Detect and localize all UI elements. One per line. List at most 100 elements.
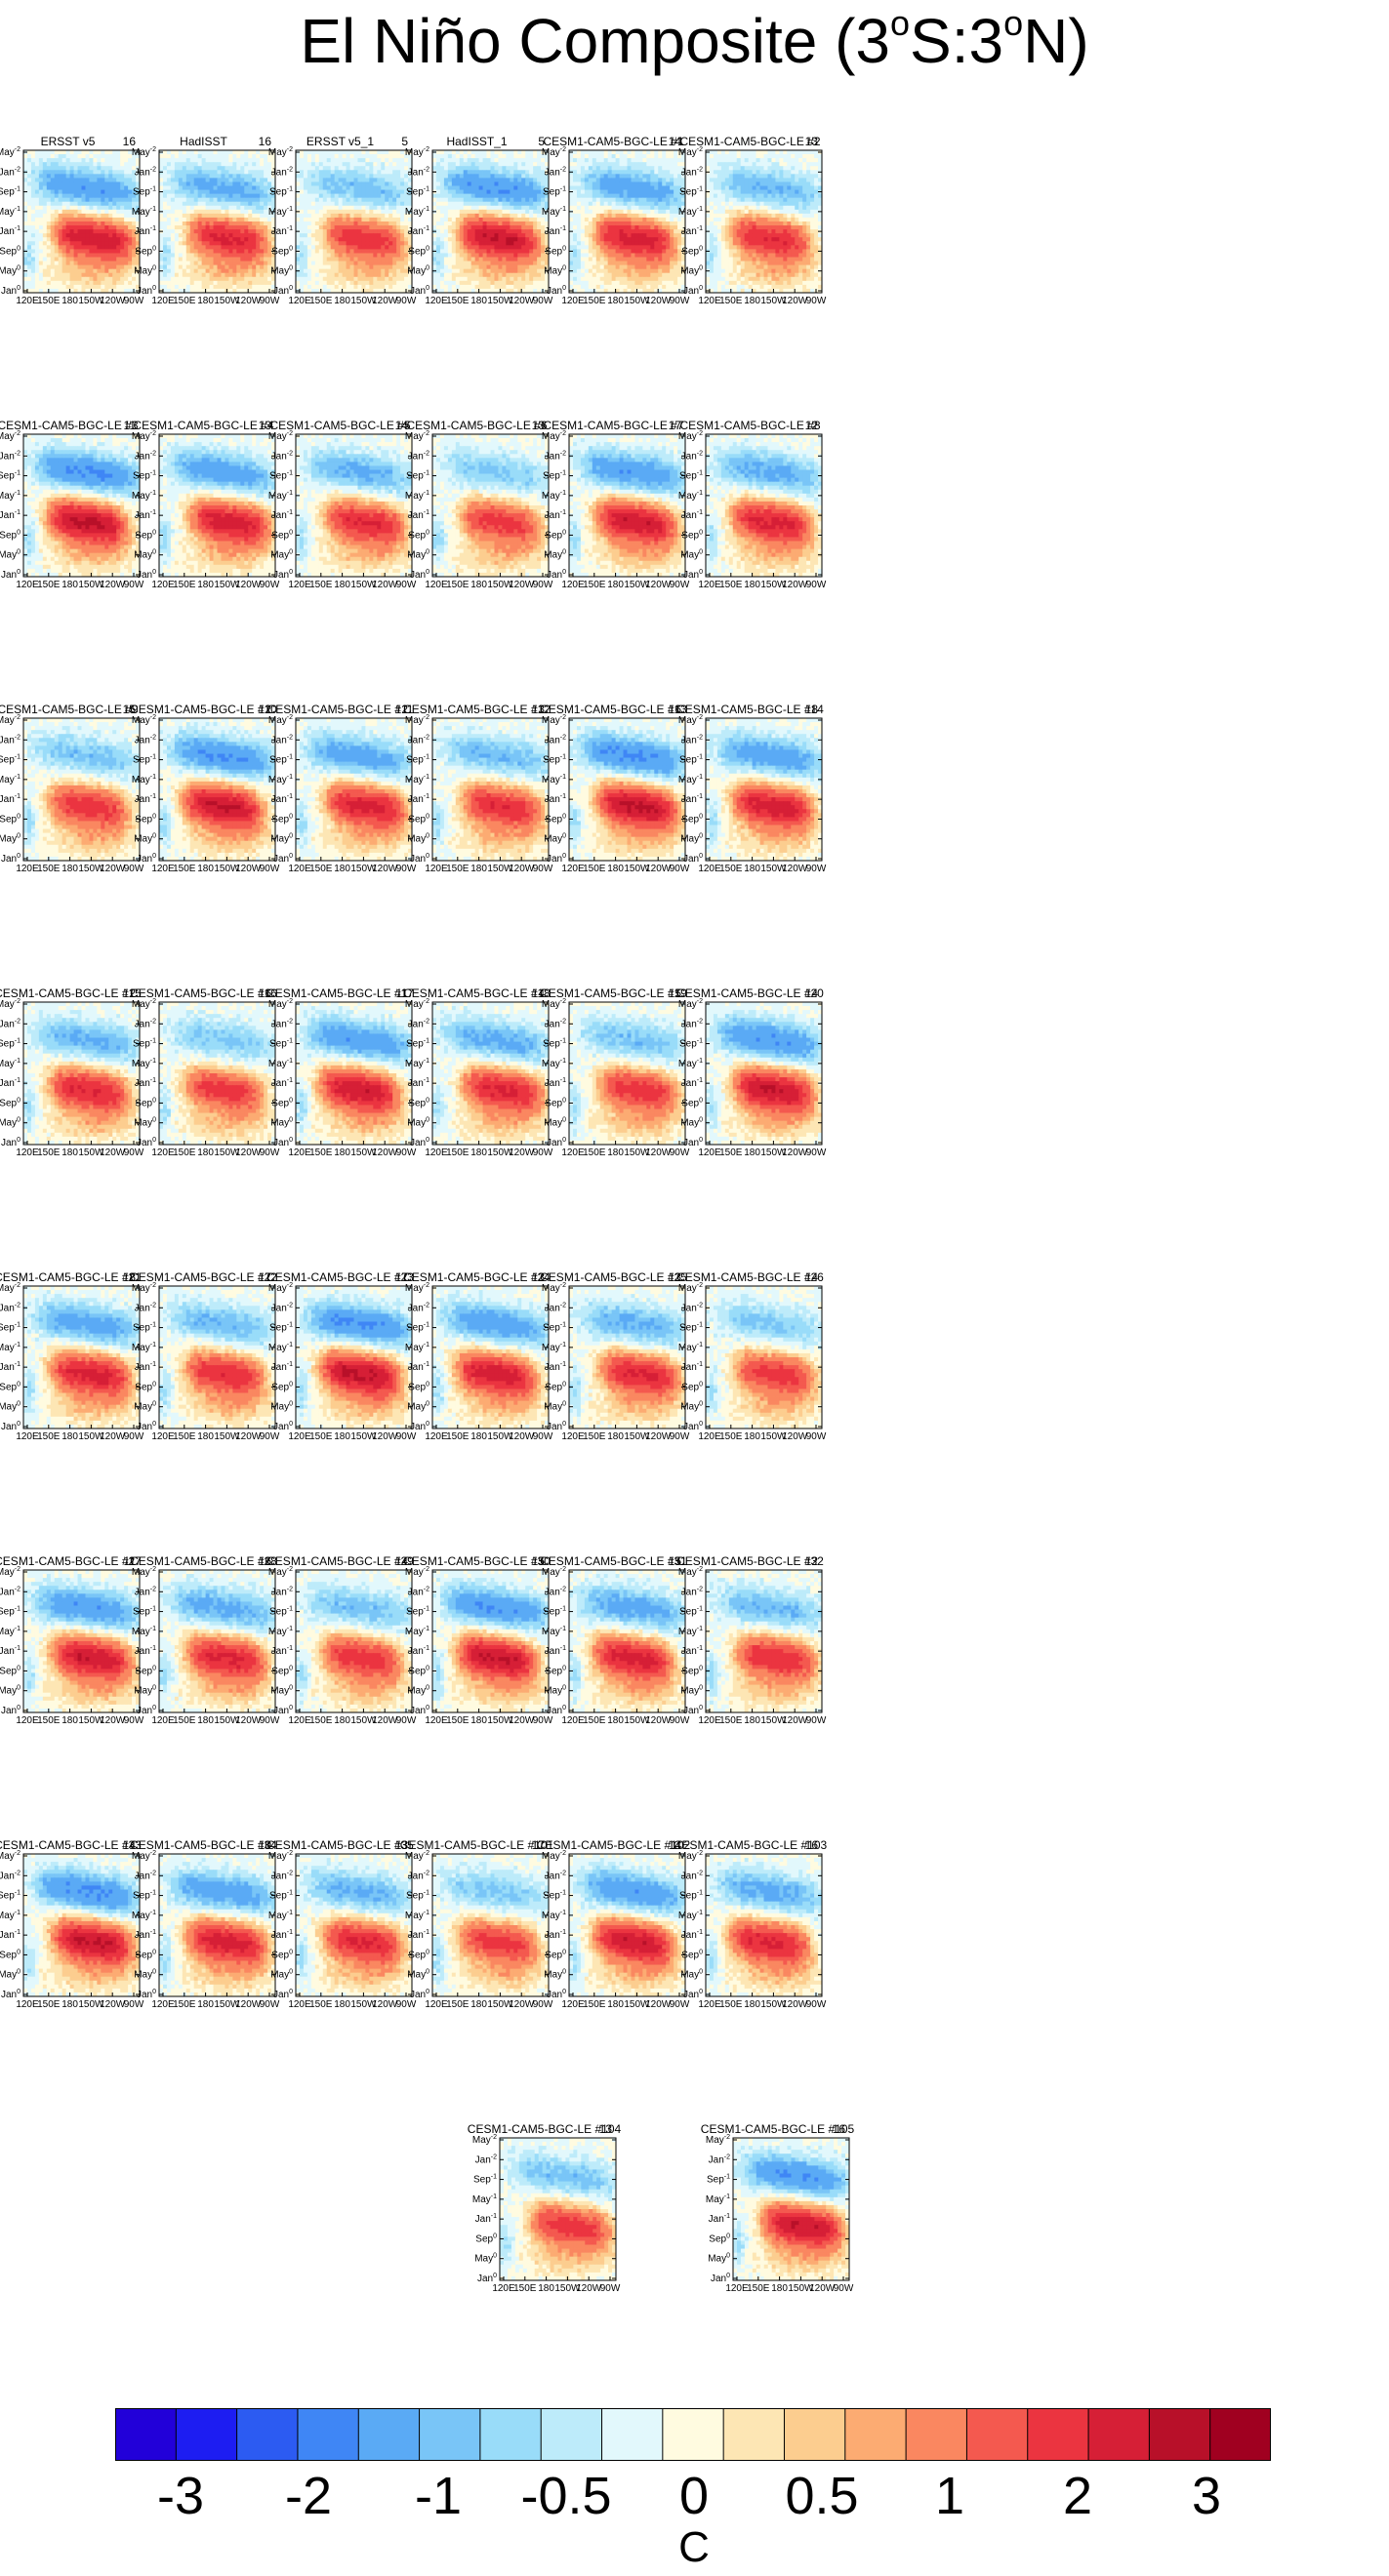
heat-cell (116, 214, 120, 218)
heat-cell (101, 202, 104, 206)
heat-cell (101, 162, 104, 166)
heat-cell (124, 233, 128, 237)
heat-cell (62, 233, 66, 237)
heat-cell (93, 178, 97, 181)
heat-cell (43, 178, 47, 181)
heat-cell (101, 206, 104, 210)
heat-cell (120, 166, 124, 170)
heat-cell (108, 245, 112, 249)
heat-cell (82, 225, 86, 229)
heat-cell (74, 218, 78, 221)
heat-cell (85, 158, 89, 162)
heat-cell (89, 190, 93, 194)
heat-cell (82, 218, 86, 221)
heat-cell (108, 202, 112, 206)
heat-cell (43, 229, 47, 233)
heat-cell (39, 150, 43, 154)
heat-cell (43, 221, 47, 225)
heat-cell (132, 178, 136, 181)
heat-cell (43, 245, 47, 249)
heat-cell (97, 245, 101, 249)
heat-cell (35, 214, 39, 218)
heat-cell (124, 221, 128, 225)
heat-cell (23, 206, 27, 210)
heat-cell (59, 245, 62, 249)
heat-cell (112, 181, 116, 185)
heat-cell (39, 221, 43, 225)
heat-cell (116, 245, 120, 249)
heat-cell (55, 241, 59, 245)
heat-cell (35, 158, 39, 162)
heat-cell (59, 162, 62, 166)
heat-cell (116, 154, 120, 158)
heat-cell (39, 229, 43, 233)
heat-cell (82, 214, 86, 218)
heat-cell (27, 154, 31, 158)
heat-cell (101, 150, 104, 154)
heat-cell (47, 194, 51, 198)
heat-cell (70, 194, 74, 198)
heat-cell (101, 229, 104, 233)
heat-cell (112, 233, 116, 237)
heat-cell (59, 218, 62, 221)
heat-cell (31, 158, 35, 162)
heat-cell (89, 158, 93, 162)
heat-cell (23, 245, 27, 249)
heat-cell (93, 190, 97, 194)
heat-cell (70, 186, 74, 190)
heat-cell (101, 178, 104, 181)
heat-cell (55, 202, 59, 206)
heat-cell (101, 241, 104, 245)
heat-cell (124, 206, 128, 210)
heat-cell (112, 178, 116, 181)
heat-cell (70, 158, 74, 162)
heat-cell (27, 162, 31, 166)
heat-cell (43, 237, 47, 241)
heat-cell (55, 225, 59, 229)
heat-cell (74, 178, 78, 181)
heat-cell (128, 202, 132, 206)
heat-cell (23, 194, 27, 198)
heat-cell (74, 162, 78, 166)
heat-cell (47, 158, 51, 162)
heat-cell (39, 174, 43, 178)
heat-cell (55, 181, 59, 185)
heat-cell (23, 178, 27, 181)
heat-cell (51, 233, 55, 237)
heat-cell (23, 218, 27, 221)
heat-cell (97, 158, 101, 162)
heat-cell (82, 162, 86, 166)
heat-cell (112, 237, 116, 241)
heat-cell (120, 170, 124, 174)
heat-cell (101, 233, 104, 237)
heat-cell (124, 210, 128, 214)
heat-cell (70, 218, 74, 221)
heat-cell (104, 162, 108, 166)
heat-cell (89, 194, 93, 198)
heat-cell (82, 229, 86, 233)
heat-cell (78, 158, 82, 162)
heat-cell (97, 218, 101, 221)
heat-cell (85, 210, 89, 214)
heat-cell (82, 174, 86, 178)
heat-cell (62, 174, 66, 178)
heat-cell (27, 229, 31, 233)
heat-cell (59, 210, 62, 214)
heat-cell (128, 198, 132, 202)
heat-cell (35, 210, 39, 214)
heat-cell (47, 198, 51, 202)
heat-cell (78, 186, 82, 190)
heat-cell (66, 181, 70, 185)
heat-cell (128, 178, 132, 181)
heat-cell (23, 241, 27, 245)
heat-cell (97, 198, 101, 202)
heat-cell (39, 210, 43, 214)
heat-cell (128, 166, 132, 170)
heat-cell (124, 166, 128, 170)
heat-cell (51, 198, 55, 202)
heat-cell (116, 233, 120, 237)
heat-cell (39, 158, 43, 162)
heat-cell (104, 221, 108, 225)
heat-cell (35, 241, 39, 245)
heat-cell (31, 229, 35, 233)
